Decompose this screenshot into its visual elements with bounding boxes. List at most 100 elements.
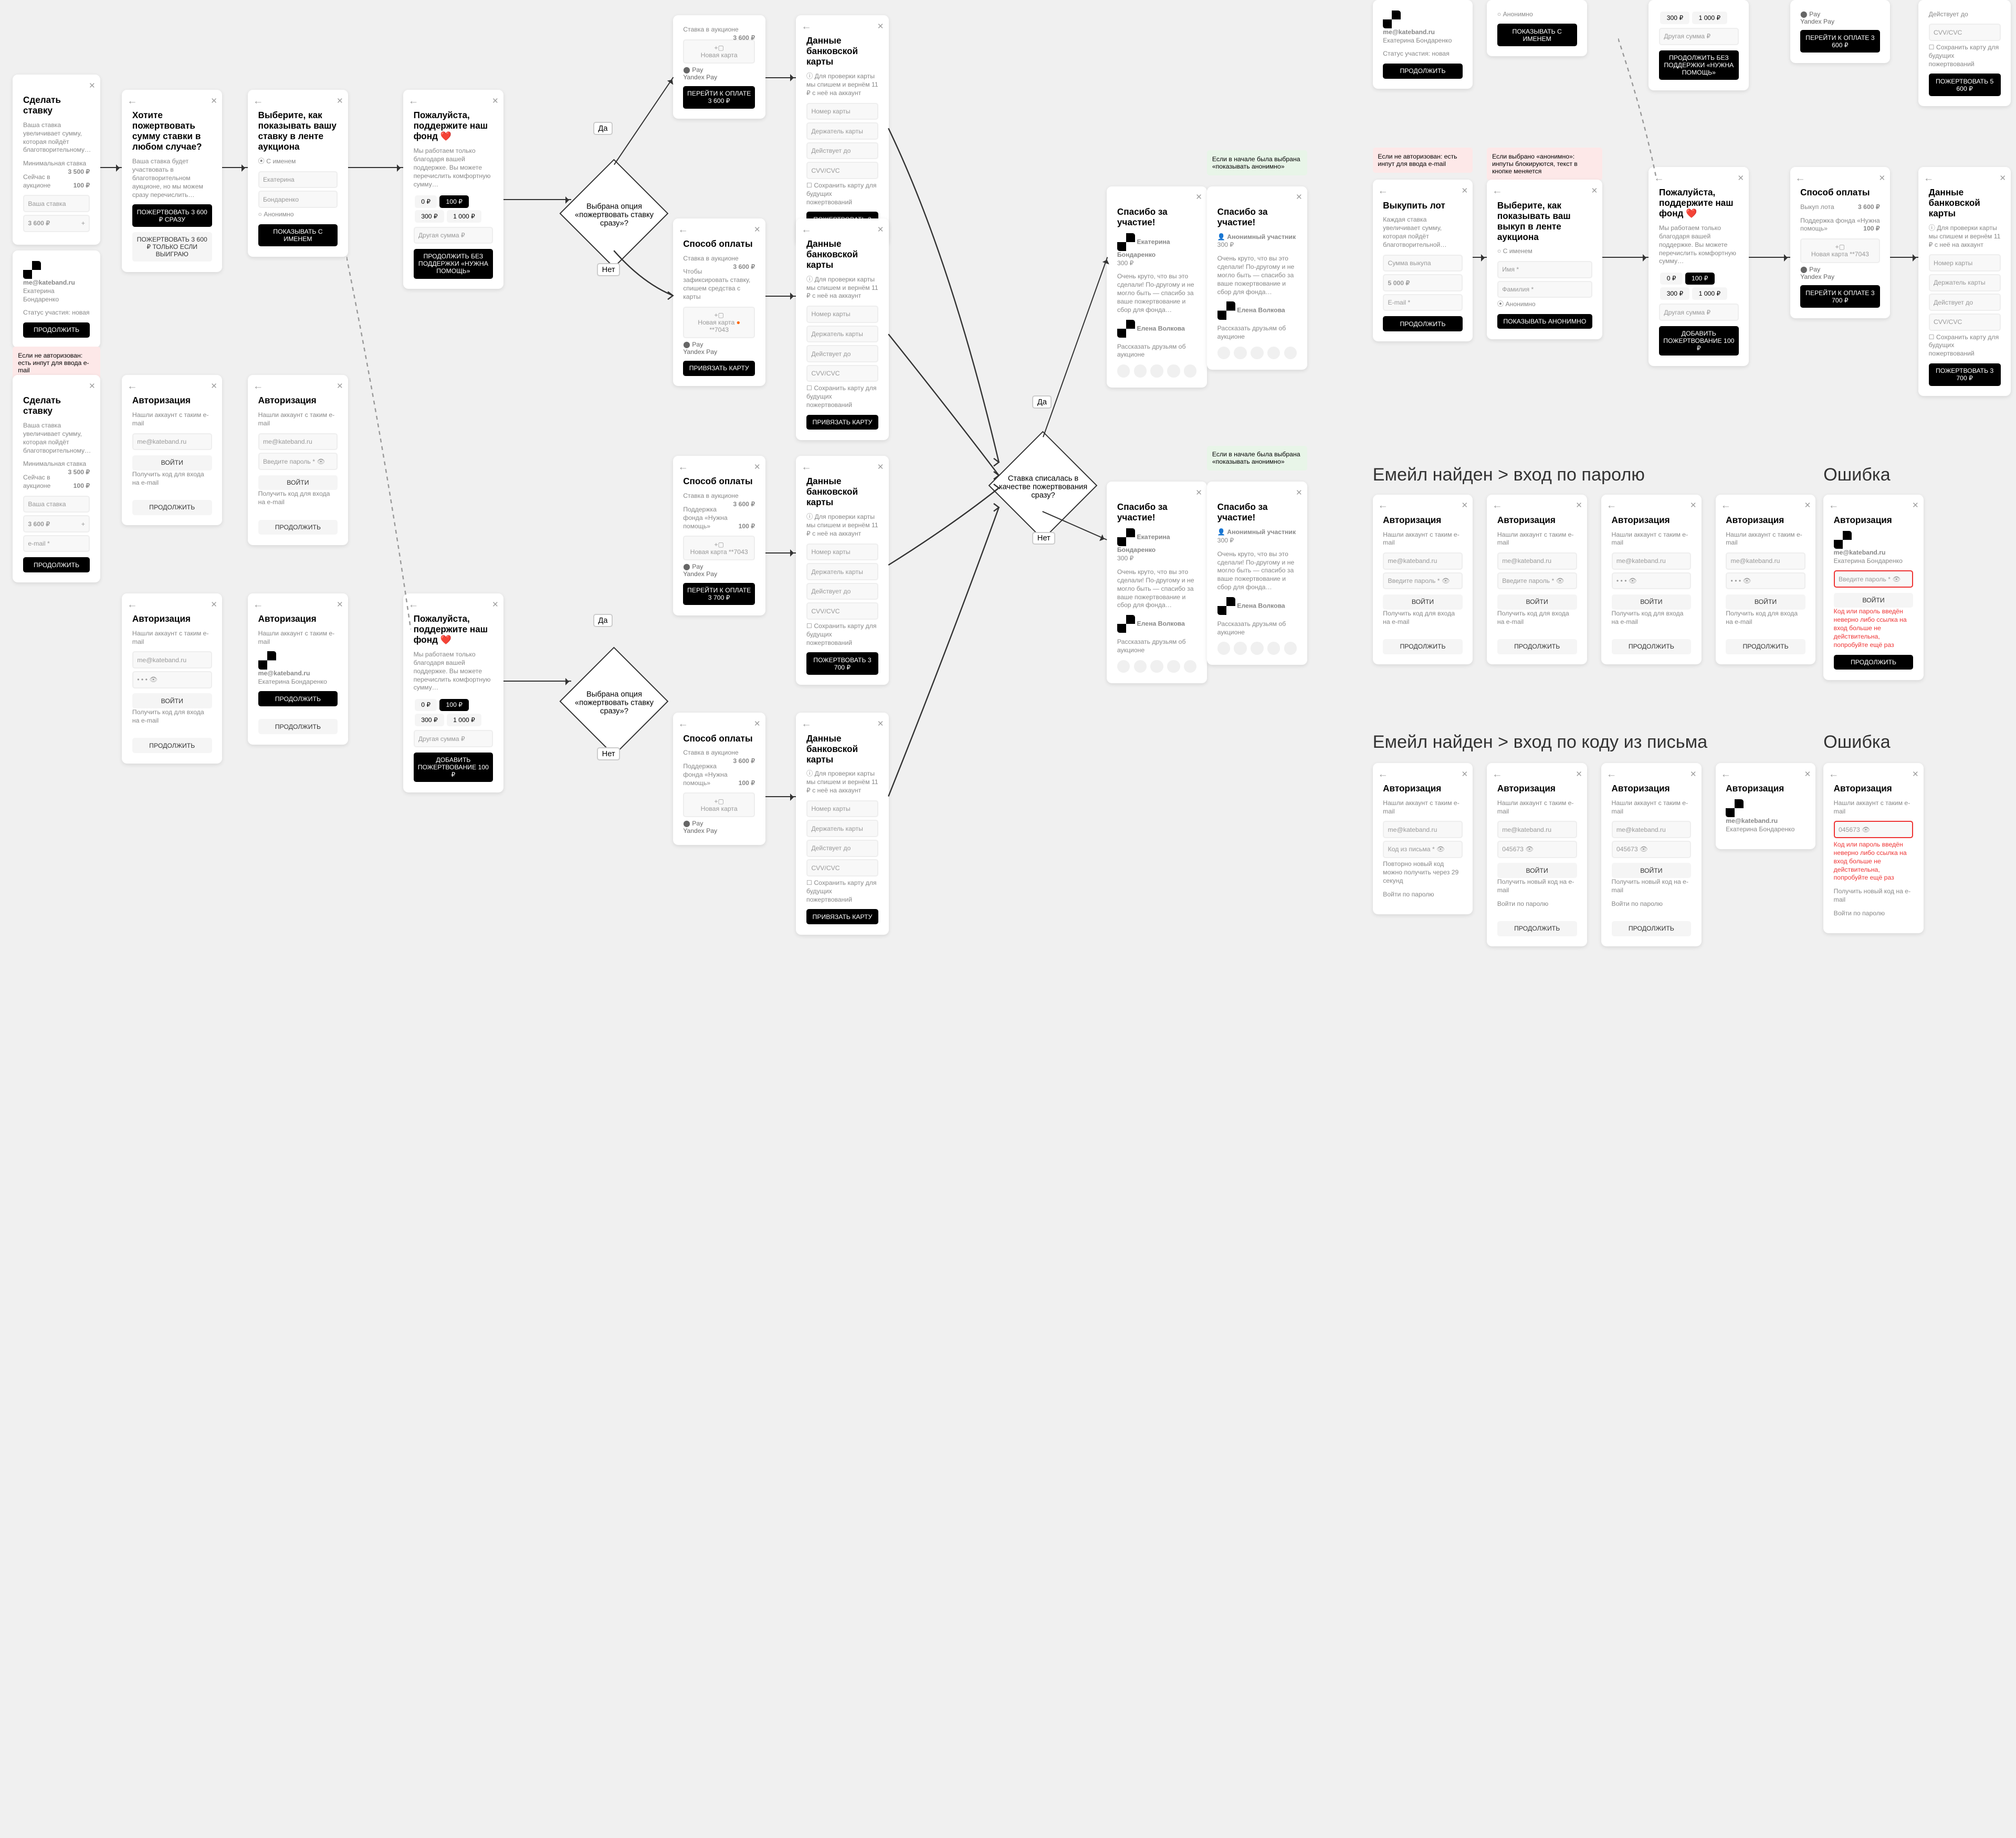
amount-1000[interactable]: 1 000 ₽ <box>1692 287 1727 300</box>
continue-button[interactable]: ПРОДОЛЖИТЬ <box>23 322 90 338</box>
skip-support-button[interactable]: ПРОДОЛЖИТЬ БЕЗ ПОДДЕРЖКИ «НУЖНА ПОМОЩЬ» <box>414 249 494 279</box>
social-icon[interactable] <box>1217 347 1230 359</box>
login-pwd[interactable]: Войти по паролю <box>1612 900 1692 908</box>
close-icon[interactable]: × <box>1196 191 1202 203</box>
pay-button[interactable]: ПЕРЕЙТИ К ОПЛАТЕ 3 700 ₽ <box>1800 285 1880 308</box>
password-field[interactable]: Введите пароль * 👁 <box>1834 570 1914 588</box>
close-icon[interactable]: × <box>754 224 760 236</box>
close-icon[interactable]: × <box>877 461 883 473</box>
password-field[interactable]: • • • 👁 <box>1726 572 1805 590</box>
pay-button[interactable]: ПЕРЕЙТИ К ОПЛАТЕ 3 600 ₽ <box>683 86 755 109</box>
new-card[interactable]: +▢Новая карта <box>683 39 755 64</box>
show-named-button[interactable]: ПОКАЗЫВАТЬ С ИМЕНЕМ <box>258 224 338 247</box>
add-donate-button[interactable]: ДОБАВИТЬ ПОЖЕРТВОВАНИЕ 100 ₽ <box>1659 326 1739 356</box>
name-input[interactable]: Екатерина <box>258 171 338 189</box>
card-field[interactable]: Номер карты <box>806 103 878 120</box>
close-icon[interactable]: × <box>877 20 883 33</box>
back-icon[interactable]: ← <box>1492 185 1503 197</box>
login-button[interactable]: ВОЙТИ <box>1612 594 1692 610</box>
amount-300[interactable]: 300 ₽ <box>415 210 444 223</box>
back-icon[interactable]: ← <box>801 20 812 33</box>
back-icon[interactable]: ← <box>127 380 138 392</box>
back-icon[interactable]: ← <box>1829 768 1839 780</box>
continue-button[interactable]: ПРОДОЛЖИТЬ <box>132 738 212 753</box>
login-pwd[interactable]: Войти по паролю <box>1383 891 1463 899</box>
close-icon[interactable]: × <box>754 461 760 473</box>
back-icon[interactable]: ← <box>408 599 419 611</box>
new-card[interactable]: +▢Новая карта <box>683 792 755 817</box>
other-amount[interactable]: Другая сумма ₽ <box>414 227 494 244</box>
amount-1000[interactable]: 1 000 ₽ <box>447 714 481 726</box>
close-icon[interactable]: × <box>1296 191 1302 203</box>
code-field[interactable]: 045673 👁 <box>1612 841 1692 858</box>
close-icon[interactable]: × <box>1576 499 1582 511</box>
card-field[interactable]: CVV/CVC <box>806 162 878 179</box>
close-icon[interactable]: × <box>89 380 95 392</box>
social-icon[interactable] <box>1267 642 1280 654</box>
continue-button[interactable]: ПРОДОЛЖИТЬ <box>132 500 212 515</box>
close-icon[interactable]: × <box>492 599 498 611</box>
card-field[interactable]: Номер карты <box>806 800 878 818</box>
amount-100[interactable]: 100 ₽ <box>1685 273 1715 285</box>
password-field[interactable]: Введите пароль * 👁 <box>1383 572 1463 590</box>
amount-300[interactable]: 300 ₽ <box>1660 287 1689 300</box>
bid-amount[interactable]: 3 600 ₽ + <box>23 215 90 232</box>
login-button[interactable]: ВОЙТИ <box>132 693 212 708</box>
social-icon[interactable] <box>1150 660 1163 673</box>
close-icon[interactable]: × <box>1462 768 1467 780</box>
continue-button[interactable]: ПРОДОЛЖИТЬ <box>1834 655 1914 670</box>
login-button[interactable]: ВОЙТИ <box>1834 593 1914 608</box>
password-field[interactable]: Введите пароль * 👁 <box>258 453 338 470</box>
close-icon[interactable]: × <box>1804 499 1810 511</box>
save-card[interactable]: ☐ Сохранить карту для будущих пожертвова… <box>806 879 878 904</box>
amount-0[interactable]: 0 ₽ <box>415 699 437 712</box>
card-field[interactable]: CVV/CVC <box>806 602 878 620</box>
close-icon[interactable]: × <box>1913 499 1918 511</box>
get-code[interactable]: Получить код для входа на e-mail <box>132 708 212 725</box>
back-icon[interactable]: ← <box>1924 172 1934 184</box>
social-icon[interactable] <box>1267 347 1280 359</box>
back-icon[interactable]: ← <box>801 224 812 236</box>
donate-button[interactable]: ПОЖЕРТВОВАТЬ 5 600 ₽ <box>1929 74 2001 96</box>
close-icon[interactable]: × <box>1804 768 1810 780</box>
social-icon[interactable] <box>1234 347 1246 359</box>
continue-button[interactable]: ПРОДОЛЖИТЬ <box>258 691 338 706</box>
back-icon[interactable]: ← <box>801 718 812 730</box>
show-anon-button[interactable]: ПОКАЗЫВАТЬ АНОНИМНО <box>1497 314 1592 329</box>
close-icon[interactable]: × <box>1913 768 1918 780</box>
amount-1000[interactable]: 1 000 ₽ <box>447 210 481 223</box>
add-donate-button[interactable]: ДОБАВИТЬ ПОЖЕРТВОВАНИЕ 100 ₽ <box>414 753 494 782</box>
cvv[interactable]: CVV/CVC <box>1929 24 2001 41</box>
card-field[interactable]: Держатель карты <box>1929 274 2001 291</box>
close-icon[interactable]: × <box>337 599 343 611</box>
close-icon[interactable]: × <box>1196 487 1202 499</box>
get-code[interactable]: Получить код для входа на e-mail <box>258 490 338 507</box>
back-icon[interactable]: ← <box>1606 768 1617 780</box>
close-icon[interactable]: × <box>1690 768 1696 780</box>
back-icon[interactable]: ← <box>127 95 138 107</box>
continue-button[interactable]: ПРОДОЛЖИТЬ <box>23 557 90 572</box>
save-card[interactable]: ☐ Сохранить карту для будущих пожертвова… <box>1929 44 2001 69</box>
card-submit[interactable]: ПРИВЯЗАТЬ КАРТУ <box>806 909 878 924</box>
other-amount[interactable]: Другая сумма ₽ <box>1659 28 1739 45</box>
name-input[interactable]: Имя * <box>1497 261 1592 278</box>
pay-options[interactable]: ⬤ PayYandex Pay <box>1800 266 1880 280</box>
close-icon[interactable]: × <box>1576 768 1582 780</box>
opt-anon[interactable]: ⦿ Анонимно <box>1497 300 1592 309</box>
opt-named[interactable]: ○ С именем <box>1497 247 1592 256</box>
code-field[interactable]: 045673 👁 <box>1834 821 1914 838</box>
close-icon[interactable]: × <box>2000 172 2006 184</box>
back-icon[interactable]: ← <box>408 95 419 107</box>
amount-0[interactable]: 0 ₽ <box>1660 273 1682 285</box>
surname-input[interactable]: Бондаренко <box>258 191 338 208</box>
social-icon[interactable] <box>1234 642 1246 654</box>
bind-card-button[interactable]: ПРИВЯЗАТЬ КАРТУ <box>683 361 755 376</box>
social-icon[interactable] <box>1184 364 1196 377</box>
continue-button[interactable]: ПРОДОЛЖИТЬ <box>1612 921 1692 936</box>
email-input[interactable]: E-mail * <box>1383 294 1463 311</box>
get-code[interactable]: Получить код для входа на e-mail <box>1383 610 1463 626</box>
pay-button[interactable]: ПЕРЕЙТИ К ОПЛАТЕ 3 700 ₽ <box>683 583 755 605</box>
get-code[interactable]: Получить код для входа на e-mail <box>1497 610 1577 626</box>
new-card[interactable]: +▢Новая карта ● **7043 <box>683 307 755 339</box>
back-icon[interactable]: ← <box>253 599 264 611</box>
